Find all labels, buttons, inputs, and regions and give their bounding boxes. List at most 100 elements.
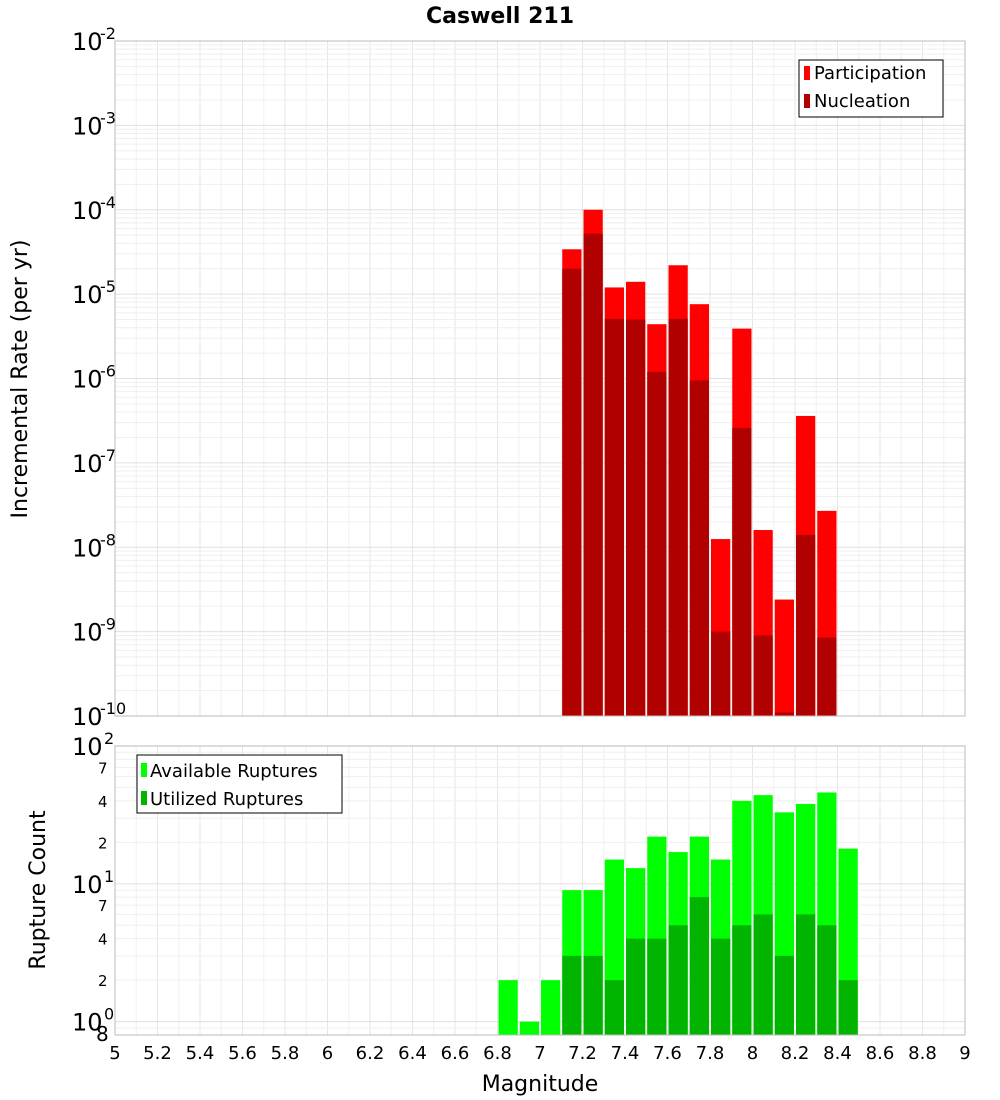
x-tick-label: 6 xyxy=(322,1043,333,1064)
top-grid xyxy=(114,41,966,717)
bottom-available-ruptures-bar xyxy=(519,1021,539,1035)
bottom-utilized-ruptures-bar xyxy=(604,980,624,1035)
top-y-tick-exponent: -6 xyxy=(100,362,116,381)
bottom-y-axis-label: Rupture Count xyxy=(26,810,51,970)
nucleation-legend-label: Nucleation xyxy=(814,91,910,112)
x-tick-label: 6.4 xyxy=(398,1043,427,1064)
top-legend: Participation Nucleation xyxy=(798,59,944,118)
bottom-y-tick-exponent: 1 xyxy=(104,867,114,886)
top-nucleation-bar xyxy=(626,319,646,716)
bottom-y-tick-exponent: 0 xyxy=(104,1005,114,1024)
x-tick-label: 8.6 xyxy=(866,1043,895,1064)
participation-legend-swatch xyxy=(804,66,810,80)
x-tick-label: 7 xyxy=(534,1043,545,1064)
bottom-utilized-ruptures-bar xyxy=(562,955,582,1035)
x-tick-label: 7.2 xyxy=(568,1043,597,1064)
available-legend-swatch xyxy=(141,763,147,777)
nucleation-legend-swatch xyxy=(804,94,810,108)
x-axis-label: Magnitude xyxy=(482,1072,599,1097)
top-y-tick-exponent: -10 xyxy=(100,699,126,718)
top-nucleation-bar xyxy=(796,534,816,716)
bottom-legend: Available Ruptures Utilized Ruptures xyxy=(136,754,343,814)
top-y-tick-base: 10 xyxy=(72,281,103,309)
top-y-tick-exponent: -9 xyxy=(100,615,116,634)
x-tick-label: 7.6 xyxy=(653,1043,682,1064)
bottom-utilized-ruptures-bar xyxy=(689,897,709,1035)
top-nucleation-bar xyxy=(711,631,731,716)
top-y-ticks: 10-210-310-410-510-610-710-810-910-10 xyxy=(72,24,126,731)
bottom-utilized-ruptures-bar xyxy=(796,914,816,1035)
top-panel: 10-210-310-410-510-610-710-810-910-10 In… xyxy=(8,24,966,731)
bottom-y-minor-label: 4 xyxy=(98,931,108,949)
bottom-available-ruptures-bar xyxy=(541,980,561,1035)
top-y-tick-exponent: -8 xyxy=(100,530,116,549)
bottom-utilized-ruptures-bar xyxy=(711,938,731,1035)
bottom-bars xyxy=(498,792,858,1035)
x-tick-label: 8 xyxy=(747,1043,758,1064)
x-ticks: 5 5.2 5.4 5.6 5.8 6 6.2 6.4 6.6 6.8 7 7.2 7.4 7.6 7.8 8… xyxy=(109,1043,970,1064)
x-tick-label: 5 xyxy=(109,1043,120,1064)
bottom-y-tick-base: 10 xyxy=(72,871,103,899)
top-y-tick-base: 10 xyxy=(72,112,103,140)
top-y-tick-base: 10 xyxy=(72,450,103,478)
top-y-tick-exponent: -7 xyxy=(100,446,116,465)
bottom-utilized-ruptures-bar xyxy=(668,925,688,1035)
top-y-tick-base: 10 xyxy=(72,28,103,56)
top-nucleation-bar xyxy=(689,380,709,716)
utilized-legend-label: Utilized Ruptures xyxy=(150,789,303,810)
bottom-legend-box xyxy=(136,754,343,814)
x-tick-label: 5.6 xyxy=(228,1043,257,1064)
top-y-tick-base: 10 xyxy=(72,619,103,647)
bottom-utilized-ruptures-bar xyxy=(626,938,646,1035)
top-y-tick-base: 10 xyxy=(72,703,103,731)
top-y-tick-base: 10 xyxy=(72,366,103,394)
bottom-y-minor-label: 8 xyxy=(96,1022,109,1046)
x-tick-label: 5.2 xyxy=(143,1043,172,1064)
x-tick-label: 9 xyxy=(959,1043,970,1064)
x-tick-label: 5.8 xyxy=(271,1043,300,1064)
top-nucleation-bar xyxy=(732,427,752,716)
x-tick-label: 6.6 xyxy=(441,1043,470,1064)
top-nucleation-bar xyxy=(562,268,582,716)
top-nucleation-bar xyxy=(753,635,773,716)
top-nucleation-bar xyxy=(668,318,688,716)
available-legend-label: Available Ruptures xyxy=(150,761,318,782)
x-tick-label: 5.4 xyxy=(186,1043,215,1064)
bottom-y-tick-base: 10 xyxy=(72,1009,103,1037)
x-tick-label: 7.4 xyxy=(611,1043,640,1064)
bottom-utilized-ruptures-bar xyxy=(753,914,773,1035)
top-plot-border xyxy=(114,40,966,717)
bottom-y-tick-base: 10 xyxy=(72,733,103,761)
bottom-plot-border xyxy=(114,745,966,1036)
x-tick-label: 6.2 xyxy=(356,1043,385,1064)
top-nucleation-bar xyxy=(583,233,603,716)
bottom-y-minor-label: 7 xyxy=(98,759,108,777)
top-y-tick-exponent: -2 xyxy=(100,24,116,43)
top-y-tick-base: 10 xyxy=(72,534,103,562)
top-nucleation-bar xyxy=(817,637,837,716)
participation-legend-label: Participation xyxy=(814,63,926,84)
bottom-utilized-ruptures-bar xyxy=(817,925,837,1035)
bottom-utilized-ruptures-bar xyxy=(583,955,603,1035)
top-y-tick-base: 10 xyxy=(72,197,103,225)
top-y-axis-label: Incremental Rate (per yr) xyxy=(8,240,33,519)
x-tick-label: 6.8 xyxy=(483,1043,512,1064)
top-y-tick-exponent: -4 xyxy=(100,193,116,212)
x-tick-label: 8.2 xyxy=(781,1043,810,1064)
top-participation-bar xyxy=(774,599,794,716)
top-legend-box xyxy=(798,59,944,118)
bottom-utilized-ruptures-bar xyxy=(647,938,667,1035)
x-tick-label: 8.8 xyxy=(908,1043,937,1064)
bottom-y-minor-label: 7 xyxy=(98,897,108,915)
bottom-utilized-ruptures-bar xyxy=(732,925,752,1035)
chart-title: Caswell 211 xyxy=(426,4,574,29)
bottom-y-minor-label: 2 xyxy=(98,972,108,990)
x-tick-label: 7.8 xyxy=(696,1043,725,1064)
top-bars xyxy=(562,209,837,716)
bottom-utilized-ruptures-bar xyxy=(774,955,794,1035)
top-y-tick-exponent: -3 xyxy=(100,108,116,127)
bottom-y-minor-label: 4 xyxy=(98,793,108,811)
bottom-available-ruptures-bar xyxy=(498,980,518,1035)
